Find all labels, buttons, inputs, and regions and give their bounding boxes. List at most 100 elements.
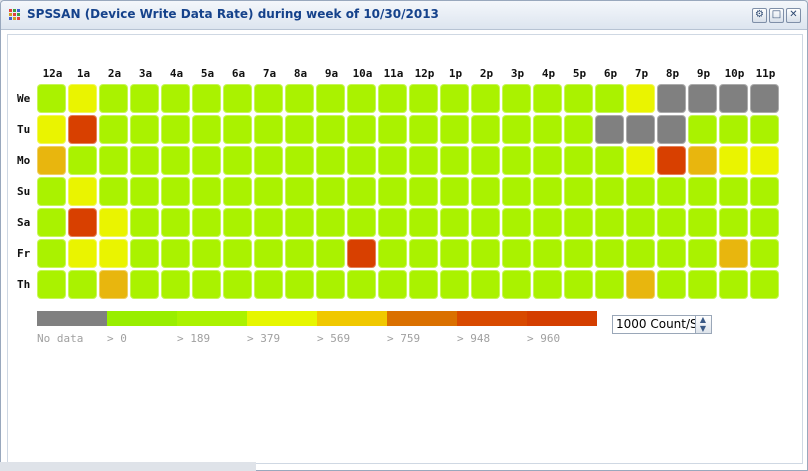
heatmap-cell[interactable] [564, 84, 593, 113]
heatmap-cell[interactable] [719, 270, 748, 299]
heatmap-cell[interactable] [688, 84, 717, 113]
heatmap-cell[interactable] [316, 270, 345, 299]
heatmap-cell[interactable] [440, 177, 469, 206]
heatmap-cell[interactable] [688, 177, 717, 206]
heatmap-cell[interactable] [68, 208, 97, 237]
heatmap-cell[interactable] [347, 177, 376, 206]
heatmap-cell[interactable] [719, 146, 748, 175]
heatmap-cell[interactable] [533, 84, 562, 113]
heatmap-cell[interactable] [316, 208, 345, 237]
heatmap-cell[interactable] [378, 115, 407, 144]
heatmap-cell[interactable] [688, 270, 717, 299]
heatmap-cell[interactable] [347, 115, 376, 144]
unit-spinner[interactable]: ▲ ▼ [696, 315, 712, 334]
heatmap-cell[interactable] [378, 239, 407, 268]
heatmap-cell[interactable] [130, 239, 159, 268]
heatmap-cell[interactable] [316, 115, 345, 144]
heatmap-cell[interactable] [409, 208, 438, 237]
heatmap-cell[interactable] [161, 146, 190, 175]
heatmap-cell[interactable] [68, 146, 97, 175]
heatmap-cell[interactable] [688, 115, 717, 144]
heatmap-cell[interactable] [595, 270, 624, 299]
heatmap-cell[interactable] [347, 146, 376, 175]
heatmap-cell[interactable] [719, 177, 748, 206]
heatmap-cell[interactable] [595, 239, 624, 268]
heatmap-cell[interactable] [595, 84, 624, 113]
heatmap-cell[interactable] [37, 270, 66, 299]
heatmap-cell[interactable] [626, 84, 655, 113]
heatmap-cell[interactable] [657, 115, 686, 144]
heatmap-cell[interactable] [316, 146, 345, 175]
heatmap-cell[interactable] [192, 84, 221, 113]
heatmap-cell[interactable] [130, 115, 159, 144]
heatmap-cell[interactable] [99, 270, 128, 299]
spin-down-icon[interactable]: ▼ [699, 324, 707, 333]
heatmap-cell[interactable] [533, 270, 562, 299]
heatmap-cell[interactable] [192, 115, 221, 144]
heatmap-cell[interactable] [285, 177, 314, 206]
heatmap-cell[interactable] [37, 239, 66, 268]
heatmap-cell[interactable] [378, 270, 407, 299]
heatmap-cell[interactable] [626, 146, 655, 175]
heatmap-cell[interactable] [68, 177, 97, 206]
heatmap-cell[interactable] [223, 115, 252, 144]
heatmap-cell[interactable] [471, 208, 500, 237]
heatmap-cell[interactable] [223, 84, 252, 113]
heatmap-cell[interactable] [409, 270, 438, 299]
heatmap-cell[interactable] [657, 146, 686, 175]
heatmap-cell[interactable] [161, 177, 190, 206]
heatmap-cell[interactable] [37, 115, 66, 144]
heatmap-cell[interactable] [347, 270, 376, 299]
heatmap-cell[interactable] [223, 177, 252, 206]
heatmap-cell[interactable] [285, 208, 314, 237]
heatmap-cell[interactable] [223, 208, 252, 237]
heatmap-cell[interactable] [626, 208, 655, 237]
window-titlebar[interactable]: SPSSAN (Device Write Data Rate) during w… [1, 1, 807, 30]
heatmap-cell[interactable] [750, 115, 779, 144]
heatmap-cell[interactable] [130, 208, 159, 237]
heatmap-cell[interactable] [316, 84, 345, 113]
heatmap-cell[interactable] [378, 146, 407, 175]
heatmap-cell[interactable] [626, 239, 655, 268]
heatmap-cell[interactable] [595, 177, 624, 206]
heatmap-cell[interactable] [688, 239, 717, 268]
heatmap-cell[interactable] [502, 270, 531, 299]
heatmap-cell[interactable] [440, 270, 469, 299]
heatmap-cell[interactable] [440, 146, 469, 175]
heatmap-cell[interactable] [471, 84, 500, 113]
heatmap-cell[interactable] [657, 270, 686, 299]
heatmap-cell[interactable] [130, 146, 159, 175]
heatmap-cell[interactable] [68, 115, 97, 144]
heatmap-cell[interactable] [564, 239, 593, 268]
heatmap-cell[interactable] [192, 239, 221, 268]
heatmap-cell[interactable] [502, 115, 531, 144]
heatmap-cell[interactable] [99, 115, 128, 144]
heatmap-cell[interactable] [688, 208, 717, 237]
heatmap-cell[interactable] [533, 177, 562, 206]
heatmap-cell[interactable] [223, 239, 252, 268]
heatmap-cell[interactable] [347, 239, 376, 268]
heatmap-cell[interactable] [223, 146, 252, 175]
heatmap-cell[interactable] [99, 208, 128, 237]
heatmap-cell[interactable] [316, 239, 345, 268]
heatmap-cell[interactable] [719, 84, 748, 113]
heatmap-cell[interactable] [254, 208, 283, 237]
heatmap-cell[interactable] [161, 115, 190, 144]
heatmap-cell[interactable] [440, 84, 469, 113]
heatmap-cell[interactable] [502, 146, 531, 175]
heatmap-cell[interactable] [440, 115, 469, 144]
heatmap-cell[interactable] [285, 146, 314, 175]
heatmap-cell[interactable] [750, 208, 779, 237]
heatmap-cell[interactable] [316, 177, 345, 206]
heatmap-cell[interactable] [595, 115, 624, 144]
heatmap-cell[interactable] [37, 177, 66, 206]
heatmap-cell[interactable] [564, 146, 593, 175]
heatmap-cell[interactable] [161, 270, 190, 299]
heatmap-cell[interactable] [192, 208, 221, 237]
gear-icon[interactable]: ⚙ [752, 8, 767, 23]
heatmap-cell[interactable] [657, 208, 686, 237]
heatmap-cell[interactable] [409, 239, 438, 268]
heatmap-cell[interactable] [750, 270, 779, 299]
heatmap-cell[interactable] [192, 177, 221, 206]
heatmap-cell[interactable] [37, 208, 66, 237]
